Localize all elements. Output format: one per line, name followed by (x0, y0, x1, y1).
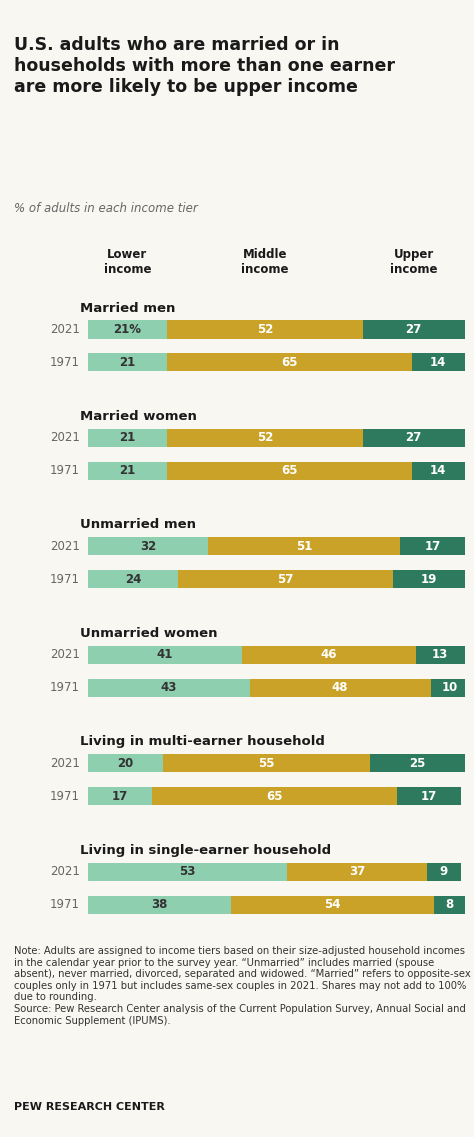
Text: 21%: 21% (113, 323, 141, 337)
Text: 65: 65 (281, 356, 298, 368)
Text: 1971: 1971 (50, 898, 80, 911)
Text: 2021: 2021 (50, 540, 80, 553)
Text: 48: 48 (332, 681, 348, 695)
Bar (287, 863, 427, 881)
Bar (88, 321, 167, 339)
Text: 1971: 1971 (50, 464, 80, 478)
Text: 2021: 2021 (50, 431, 80, 445)
Text: 24: 24 (125, 573, 141, 586)
Text: 52: 52 (256, 323, 273, 337)
Bar (363, 321, 465, 339)
Bar (412, 354, 465, 372)
Text: PEW RESEARCH CENTER: PEW RESEARCH CENTER (14, 1102, 165, 1112)
Text: 55: 55 (258, 757, 275, 770)
Bar (152, 787, 397, 805)
Bar (427, 863, 461, 881)
Bar (208, 538, 401, 555)
Text: U.S. adults who are married or in
households with more than one earner
are more : U.S. adults who are married or in househ… (14, 36, 395, 96)
Bar (167, 321, 363, 339)
Bar (178, 570, 393, 588)
Bar (416, 646, 465, 664)
Text: 17: 17 (420, 789, 437, 803)
Bar (88, 538, 208, 555)
Bar (88, 429, 167, 447)
Text: 19: 19 (420, 573, 437, 586)
Bar (167, 462, 412, 480)
Text: 20: 20 (117, 757, 134, 770)
Text: 54: 54 (324, 898, 341, 911)
Text: Unmarried men: Unmarried men (80, 518, 196, 531)
Text: 65: 65 (281, 464, 298, 478)
Text: 52: 52 (256, 431, 273, 445)
Text: Upper
income: Upper income (390, 248, 438, 276)
Text: Married men: Married men (80, 301, 175, 315)
Bar (88, 863, 287, 881)
Text: 10: 10 (441, 681, 457, 695)
Text: Middle
income: Middle income (241, 248, 289, 276)
Text: % of adults in each income tier: % of adults in each income tier (14, 202, 198, 215)
Bar (393, 570, 465, 588)
Text: 1971: 1971 (50, 356, 80, 368)
Bar (401, 538, 465, 555)
Text: 21: 21 (119, 356, 136, 368)
Text: 1971: 1971 (50, 681, 80, 695)
Text: 25: 25 (409, 757, 426, 770)
Bar (167, 429, 363, 447)
Text: 38: 38 (151, 898, 167, 911)
Bar (163, 754, 370, 772)
Text: 53: 53 (179, 865, 196, 878)
Bar (397, 787, 461, 805)
Text: Note: Adults are assigned to income tiers based on their size-adjusted household: Note: Adults are assigned to income tier… (14, 946, 471, 1026)
Text: 17: 17 (424, 540, 441, 553)
Bar (250, 679, 430, 697)
Bar (88, 754, 163, 772)
Text: Living in single-earner household: Living in single-earner household (80, 844, 331, 857)
Bar (370, 754, 465, 772)
Text: 8: 8 (445, 898, 454, 911)
Bar (88, 570, 178, 588)
Text: 13: 13 (432, 648, 448, 662)
Text: Married women: Married women (80, 410, 197, 423)
Text: Lower
income: Lower income (103, 248, 151, 276)
Text: 14: 14 (430, 356, 447, 368)
Text: 43: 43 (161, 681, 177, 695)
Bar (363, 429, 465, 447)
Text: 2021: 2021 (50, 865, 80, 878)
Bar (88, 787, 152, 805)
Text: 2021: 2021 (50, 323, 80, 337)
Text: 17: 17 (111, 789, 128, 803)
Bar (231, 896, 434, 913)
Text: 1971: 1971 (50, 573, 80, 586)
Bar (167, 354, 412, 372)
Bar (430, 679, 468, 697)
Bar (88, 646, 242, 664)
Text: 27: 27 (406, 323, 422, 337)
Text: Unmarried women: Unmarried women (80, 626, 218, 640)
Text: 21: 21 (119, 431, 136, 445)
Text: 1971: 1971 (50, 789, 80, 803)
Text: 65: 65 (266, 789, 283, 803)
Text: 14: 14 (430, 464, 447, 478)
Text: 51: 51 (296, 540, 312, 553)
Text: 2021: 2021 (50, 648, 80, 662)
Text: 2021: 2021 (50, 757, 80, 770)
Bar (412, 462, 465, 480)
Bar (434, 896, 465, 913)
Text: 37: 37 (349, 865, 365, 878)
Text: 41: 41 (157, 648, 173, 662)
Bar (88, 679, 250, 697)
Bar (242, 646, 416, 664)
Bar (88, 354, 167, 372)
Text: 27: 27 (406, 431, 422, 445)
Bar (88, 896, 231, 913)
Text: Living in multi-earner household: Living in multi-earner household (80, 736, 325, 748)
Text: 32: 32 (140, 540, 156, 553)
Text: 46: 46 (320, 648, 337, 662)
Text: 9: 9 (440, 865, 448, 878)
Bar (88, 462, 167, 480)
Text: 57: 57 (277, 573, 294, 586)
Text: 21: 21 (119, 464, 136, 478)
